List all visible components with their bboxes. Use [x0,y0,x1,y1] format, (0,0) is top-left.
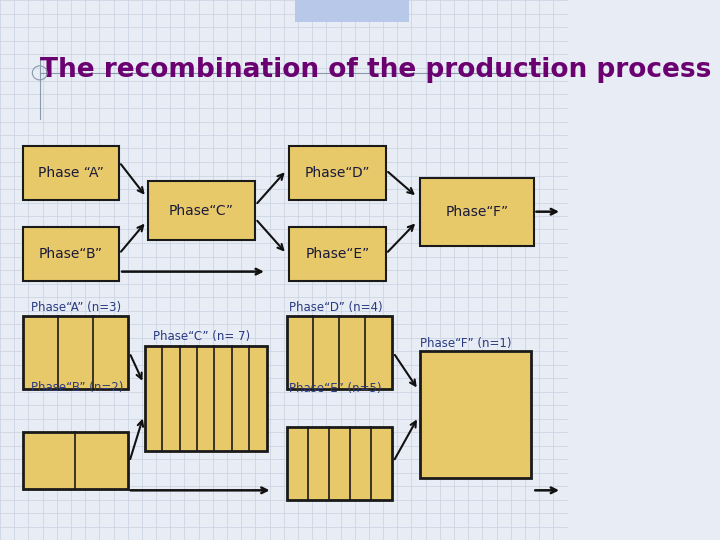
FancyBboxPatch shape [420,178,534,246]
Text: Phase“D”: Phase“D” [305,166,371,180]
FancyBboxPatch shape [23,146,120,200]
FancyBboxPatch shape [287,427,392,500]
FancyBboxPatch shape [148,181,256,240]
Text: Phase“E”: Phase“E” [305,247,370,261]
Text: Phase “A”: Phase “A” [38,166,104,180]
FancyBboxPatch shape [420,351,531,478]
Text: Phase“C” (n= 7): Phase“C” (n= 7) [153,330,251,343]
Text: Phase“C”: Phase“C” [169,204,234,218]
Text: Phase“B”: Phase“B” [39,247,103,261]
Text: Phase“E” (n=5): Phase“E” (n=5) [289,382,382,395]
FancyBboxPatch shape [289,146,386,200]
Text: Phase“D” (n=4): Phase“D” (n=4) [289,301,383,314]
Text: Phase“F”: Phase“F” [445,205,508,219]
FancyBboxPatch shape [289,227,386,281]
FancyBboxPatch shape [287,316,392,389]
FancyBboxPatch shape [145,346,266,451]
FancyBboxPatch shape [23,316,127,389]
FancyBboxPatch shape [23,227,120,281]
Text: The recombination of the production process: The recombination of the production proc… [40,57,711,83]
Text: Phase“A” (n=3): Phase“A” (n=3) [31,301,122,314]
Bar [295,0,409,22]
Text: Phase“B” (n=2): Phase“B” (n=2) [31,381,124,394]
FancyBboxPatch shape [23,432,127,489]
Text: Phase“F” (n=1): Phase“F” (n=1) [420,337,511,350]
